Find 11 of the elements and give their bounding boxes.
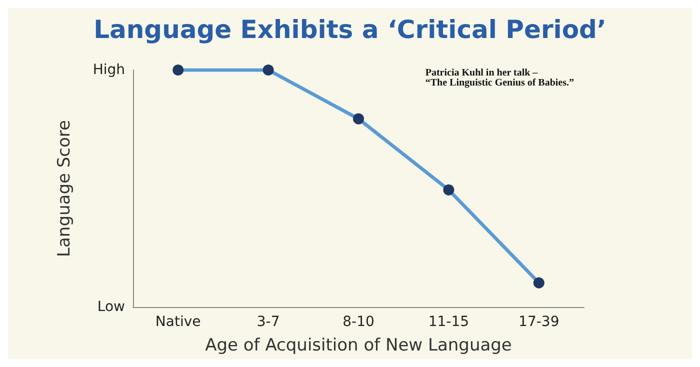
x-axis-title: Age of Acquisition of New Language [205,336,512,356]
x-tick-label: 11-15 [428,314,470,330]
x-tick-label: 17-39 [518,314,560,330]
x-tick-label: Native [155,314,201,330]
y-axis-title: Language Score [54,120,74,257]
x-tick-label: 8-10 [342,314,374,330]
chart-title: Language Exhibits a ‘Critical Period’ [94,15,606,44]
text: Low [97,299,125,315]
annotation: Patricia Kuhl in her talk – “The Linguistic Genius of Babies.” [425,68,574,88]
text: High [92,62,125,78]
x-tick-label: 3-7 [256,314,280,330]
